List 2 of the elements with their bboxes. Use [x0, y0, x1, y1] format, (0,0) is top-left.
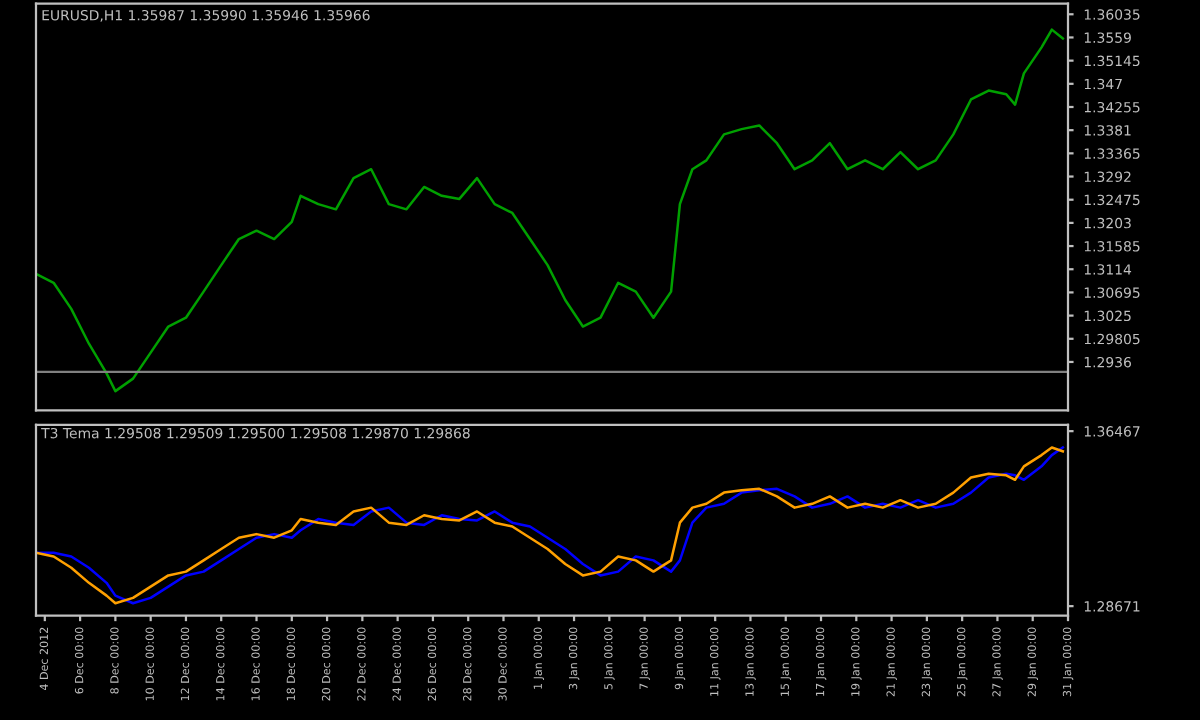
line-series — [36, 446, 1065, 605]
line-series — [36, 28, 1065, 393]
